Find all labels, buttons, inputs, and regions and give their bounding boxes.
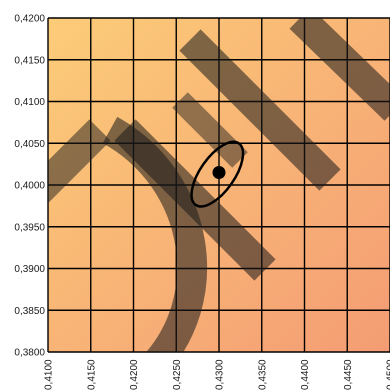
x-tick-label: 0,4350 bbox=[257, 359, 268, 390]
x-tick-label: 0,4500 bbox=[386, 359, 390, 390]
x-tick-label: 0,4450 bbox=[343, 359, 354, 390]
watermark-stroke bbox=[48, 119, 111, 204]
y-tick-label: 0,3800 bbox=[14, 348, 45, 359]
x-tick-label: 0,4400 bbox=[300, 359, 311, 390]
y-tick-label: 0,3850 bbox=[14, 306, 45, 317]
y-tick-label: 0,4000 bbox=[14, 181, 45, 192]
watermark-stroke bbox=[114, 119, 276, 281]
x-axis-tick-labels: 0,4100 0,4150 0,4200 0,4250 0,4300 0,4350 0,44… bbox=[44, 359, 390, 390]
watermark bbox=[48, 18, 390, 352]
y-tick-label: 0,3950 bbox=[14, 222, 45, 233]
y-tick-label: 0,3900 bbox=[14, 264, 45, 275]
y-axis-tick-labels: 0,3800 0,3850 0,3900 0,3950 0,4000 0,4050 0,41… bbox=[14, 14, 45, 359]
watermark-stroke bbox=[289, 18, 390, 121]
y-tick-label: 0,4100 bbox=[14, 97, 45, 108]
x-tick-label: 0,4100 bbox=[44, 359, 55, 390]
x-tick-label: 0,4150 bbox=[86, 359, 97, 390]
y-tick-label: 0,4150 bbox=[14, 55, 45, 66]
watermark-stroke bbox=[179, 29, 341, 191]
x-tick-label: 0,4250 bbox=[172, 359, 183, 390]
x-tick-label: 0,4200 bbox=[129, 359, 140, 390]
watermark-stroke bbox=[172, 92, 248, 168]
x-tick-label: 0,4300 bbox=[215, 359, 226, 390]
data-point bbox=[212, 165, 226, 179]
confidence-ellipse bbox=[190, 140, 245, 208]
y-tick-label: 0,4200 bbox=[14, 14, 45, 25]
y-tick-label: 0,4050 bbox=[14, 139, 45, 150]
